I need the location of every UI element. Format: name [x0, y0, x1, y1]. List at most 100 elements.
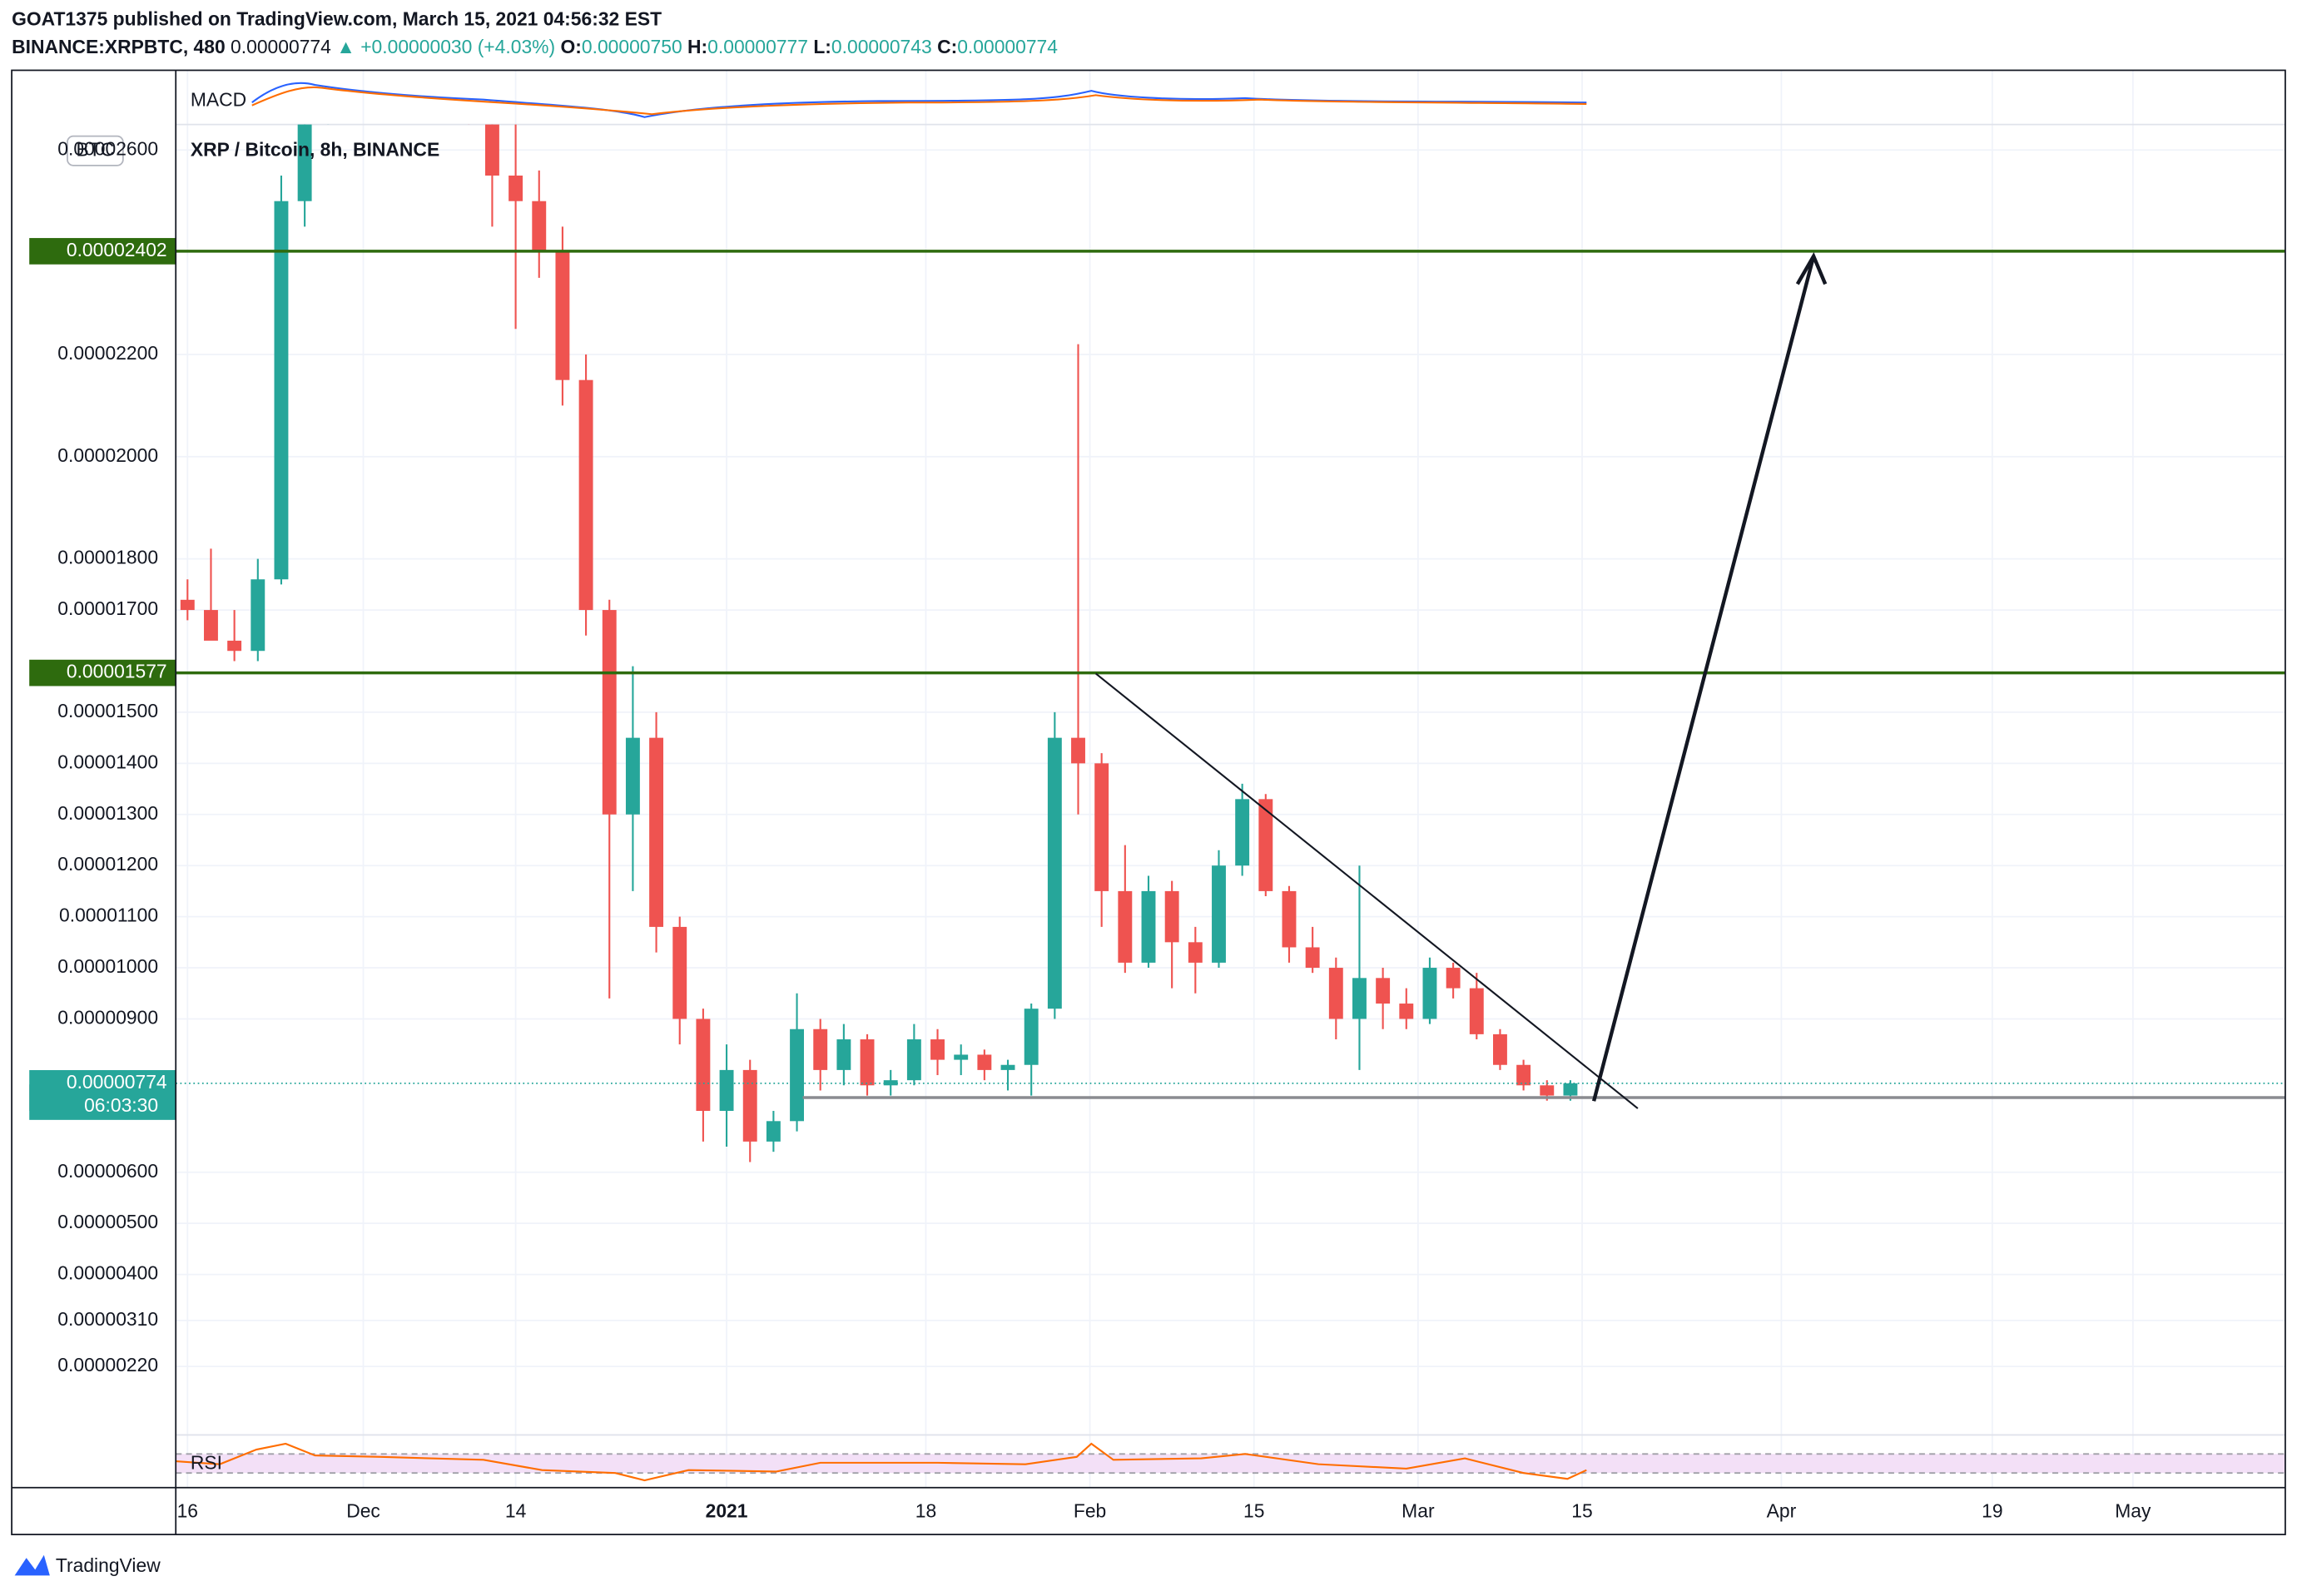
y-tick-label: 0.00000220: [57, 1354, 158, 1375]
axes: 0.00002600 0.00002200 0.00002000 0.00001800…: [57, 137, 2151, 1521]
candle-body: [555, 252, 570, 380]
candle-body: [1024, 1009, 1039, 1065]
y-tick-label: 0.00001500: [57, 700, 158, 721]
candle-body: [954, 1054, 969, 1060]
last-price-label: 0.00000774: [67, 1071, 167, 1093]
candle-body: [1000, 1064, 1015, 1070]
x-tick-label: May: [2115, 1500, 2151, 1522]
candle-body: [1563, 1083, 1578, 1096]
ohlc-key: C:: [937, 36, 957, 57]
level-badge: [29, 238, 176, 265]
candle-body: [1118, 890, 1133, 963]
ohlc-key: L:: [813, 36, 831, 57]
candle-body: [180, 599, 195, 611]
candle-body: [1235, 799, 1250, 866]
ohlc-key: H:: [687, 36, 707, 57]
indicator-label: RSI: [191, 1452, 222, 1474]
price: 0.00000774: [231, 36, 331, 57]
candle-body: [1141, 890, 1156, 963]
candle-body: [649, 737, 664, 927]
y-tick-label: 0.00001000: [57, 955, 158, 977]
level-label: 0.00001577: [67, 661, 167, 682]
y-tick-label: 0.00001700: [57, 597, 158, 619]
brand-logo: [14, 1554, 50, 1576]
grid: [176, 70, 2285, 1488]
y-tick-label: 0.00002600: [57, 137, 158, 159]
ohlc-value: 0.00000774: [957, 36, 1058, 57]
candle-body: [602, 610, 617, 815]
ohlc-value: 0.00000743: [831, 36, 932, 57]
arrow-head: [1795, 252, 1828, 285]
candle-body: [204, 610, 218, 641]
candle-body: [251, 579, 265, 652]
y-tick-label: 0.00000900: [57, 1007, 158, 1028]
y-tick-label: 0.00000600: [57, 1160, 158, 1182]
signal-line: [251, 86, 1587, 116]
candle-body: [1352, 978, 1367, 1019]
candle-body: [742, 1069, 757, 1142]
candle-body: [509, 175, 523, 201]
y-tick-label: 0.00000500: [57, 1211, 158, 1232]
candle-body: [227, 640, 242, 652]
x-tick-label: 16: [177, 1500, 198, 1522]
candle-body: [1282, 890, 1297, 948]
arrow: [1591, 252, 1828, 1102]
frame: [11, 69, 2286, 1535]
candle-body: [274, 201, 289, 580]
x-tick-label: 15: [1571, 1500, 1592, 1522]
candle-body: [1071, 737, 1085, 764]
candle-body: [836, 1039, 851, 1070]
candle-body: [1516, 1064, 1531, 1086]
x-tick-label: 18: [915, 1500, 936, 1522]
ohlc-value: 0.00000750: [582, 36, 682, 57]
countdown: 06:03:30: [84, 1094, 158, 1116]
level-label: 0.00002402: [67, 239, 167, 260]
candle-body: [860, 1039, 875, 1086]
x-tick-label: Apr: [1767, 1500, 1797, 1522]
candle-body: [790, 1028, 804, 1122]
symbol-line: BINANCE:XRPBTC, 480 0.00000774 ▲ +0.0000…: [12, 36, 1058, 57]
currency: BTC: [77, 138, 115, 160]
x-tick-label: Mar: [1402, 1500, 1435, 1522]
candle-body: [906, 1039, 921, 1081]
y-tick-label: 0.00001800: [57, 547, 158, 568]
candle-body: [977, 1054, 992, 1070]
symbol: BINANCE:XRPBTC, 480: [12, 36, 226, 57]
candle-body: [1094, 763, 1109, 891]
x-tick-label: Feb: [1074, 1500, 1106, 1522]
candle-body: [1328, 968, 1343, 1019]
candle-body: [1540, 1085, 1555, 1096]
rsi-band: [176, 1454, 2285, 1474]
rsi-pane: RSI: [176, 1434, 2285, 1482]
candle-body: [766, 1121, 781, 1142]
trend-line: [1094, 672, 1639, 1109]
candle-body: [813, 1028, 828, 1070]
candle-body: [1446, 968, 1461, 989]
x-tick-label: 14: [505, 1500, 527, 1522]
x-tick-label: 15: [1243, 1500, 1264, 1522]
change: ▲ +0.00000030 (+4.03%): [336, 36, 555, 57]
currency-badge: [67, 135, 124, 166]
x-tick-label: 19: [1982, 1500, 2002, 1522]
published-line: GOAT1375 published on TradingView.com, M…: [12, 8, 662, 30]
candle-body: [578, 379, 593, 611]
ohlc-key: O:: [560, 36, 581, 57]
brand: TradingView: [14, 1554, 161, 1576]
candle-body: [1376, 978, 1391, 1004]
candle-body: [1047, 737, 1062, 1009]
levels: 0.000024020.000015770.000007460.00000774…: [29, 238, 2285, 1120]
candle-body: [1212, 865, 1226, 963]
candle-body: [1305, 947, 1320, 969]
brand-name: TradingView: [56, 1554, 161, 1576]
rsi-line: [176, 1442, 1587, 1482]
candle-body: [696, 1019, 711, 1112]
candle-body: [1399, 1004, 1414, 1019]
ohlc-value: 0.00000777: [707, 36, 808, 57]
level-badge: [29, 659, 176, 686]
y-tick-label: 0.00002200: [57, 342, 158, 364]
y-tick-label: 0.00001100: [59, 905, 158, 926]
candle-body: [625, 737, 640, 815]
